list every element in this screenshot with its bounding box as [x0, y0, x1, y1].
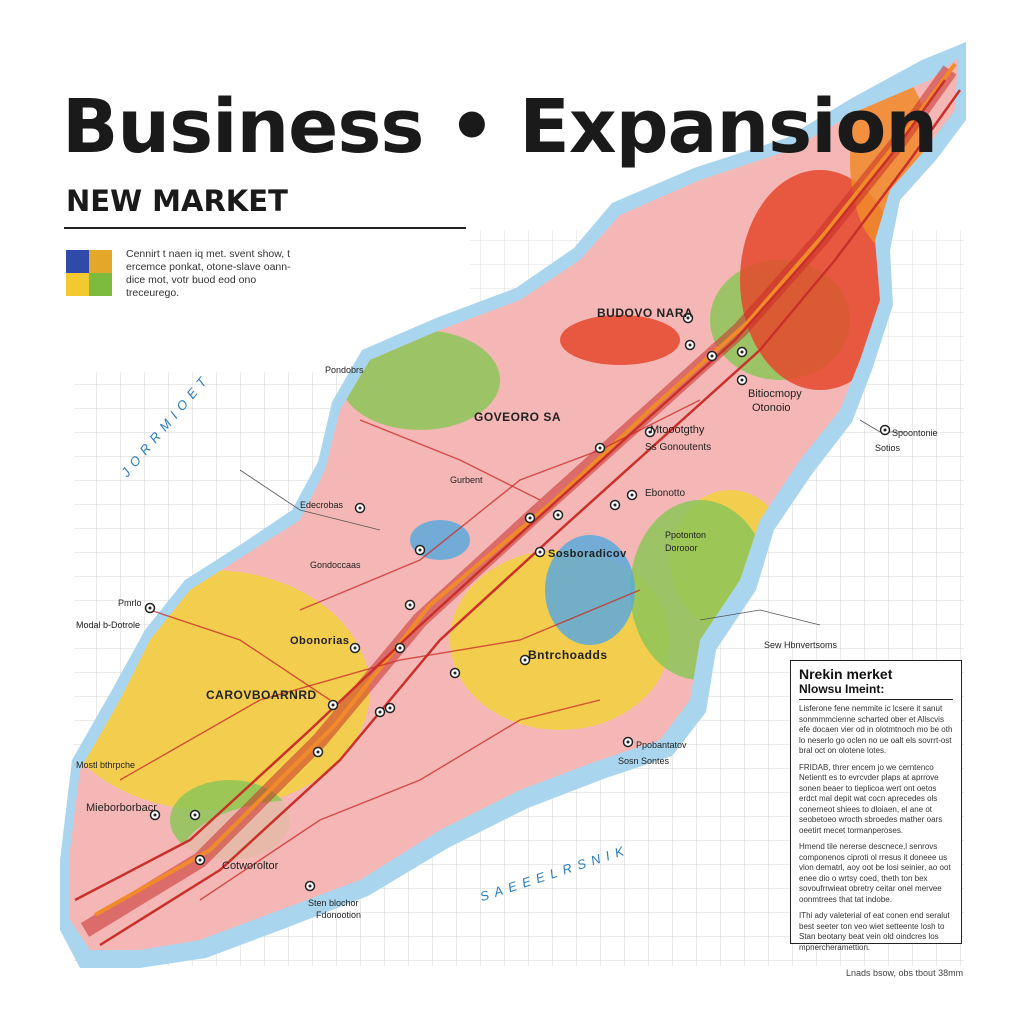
legend-subtitle: Nlowsu Imeint:: [799, 682, 953, 700]
scale-note: Lnads bsow, obs tbout 38mm: [846, 968, 964, 978]
city-marker-dot: [398, 646, 402, 650]
place-label: Sosboradicov: [548, 548, 627, 560]
place-label: Fdonootion: [316, 910, 362, 920]
place-label: Otonoio: [752, 402, 791, 414]
city-marker-dot: [598, 446, 602, 450]
city-marker-dot: [630, 493, 634, 497]
place-label: Ebonotto: [645, 488, 686, 499]
place-label: Ppotonton: [665, 530, 707, 540]
place-label: Sten blochor: [308, 898, 359, 908]
place-label: Mostl bthrpche: [76, 760, 136, 770]
city-marker-dot: [193, 813, 197, 817]
place-label: Pondobrs: [325, 365, 364, 375]
place-label: Dorooor: [665, 543, 698, 553]
city-marker-dot: [331, 703, 335, 707]
city-marker-dot: [453, 671, 457, 675]
place-label: GOVEORO SA: [474, 410, 562, 424]
place-label: Modal b-Dotrole: [76, 620, 141, 630]
city-marker-dot: [153, 813, 157, 817]
city-marker-dot: [353, 646, 357, 650]
city-markers: [144, 312, 891, 892]
place-label: Obonorias: [290, 635, 350, 647]
place-label: BUDOVO NARA: [597, 306, 694, 320]
place-label: Spoontonie: [892, 428, 938, 438]
place-label: Edecrobas: [300, 500, 344, 510]
zone-red-corridor: [560, 315, 680, 365]
legend-paragraph: IThi ady valeterial of eat conen end ser…: [799, 911, 950, 952]
place-label: Sew Hbnvertsoms: [764, 640, 838, 650]
city-marker-dot: [418, 548, 422, 552]
place-label: Ss Gonoutents: [645, 442, 712, 453]
city-marker-dot: [710, 354, 714, 358]
zone-blue-lake: [545, 535, 635, 645]
city-marker-dot: [308, 884, 312, 888]
city-marker-dot: [148, 606, 152, 610]
city-marker-dot: [388, 706, 392, 710]
legend-paragraph: Lisferone fene nemmite ic lcsere it sanu…: [799, 704, 953, 755]
city-marker-dot: [556, 513, 560, 517]
city-marker-dot: [613, 503, 617, 507]
swatch-blue: [66, 250, 89, 273]
legend-paragraph: FRIDAB, threr encem jo we cerntenco Neti…: [799, 762, 943, 835]
city-marker-dot: [408, 603, 412, 607]
rivers: [239, 419, 905, 626]
city-marker-dot: [648, 430, 652, 434]
swatch-green: [89, 273, 112, 296]
color-swatch-icon: [66, 250, 112, 296]
place-label: Sotios: [875, 443, 901, 453]
place-label: Sosn Sontes: [618, 756, 670, 766]
place-label: Gurbent: [450, 475, 483, 485]
city-marker-dot: [316, 750, 320, 754]
intro-text: Cennirt t naen iq met. svent show, t erc…: [126, 248, 291, 299]
place-label: Bntrchoadds: [528, 648, 608, 662]
place-label: Pmrlo: [118, 598, 142, 608]
city-marker-dot: [686, 316, 690, 320]
swatch-orange: [89, 250, 112, 273]
legend-title: Nrekin merket: [799, 666, 893, 682]
page-subtitle: NEW MARKET: [66, 184, 288, 218]
place-label: Gondoccaas: [310, 560, 361, 570]
city-marker-dot: [523, 658, 527, 662]
title-divider: [64, 227, 466, 229]
legend-box: Nrekin merket Nlowsu Imeint: Lisferone f…: [790, 660, 962, 952]
city-marker-dot: [528, 516, 532, 520]
city-marker-dot: [626, 740, 630, 744]
city-marker-dot: [883, 428, 887, 432]
city-marker-dot: [358, 506, 362, 510]
page-title: Business • Expansion: [62, 84, 938, 170]
place-label: Mtoootgthy: [650, 424, 705, 436]
city-marker-dot: [378, 710, 382, 714]
place-label: CAROVBOARNRD: [206, 688, 317, 702]
place-label: Ppobantatov: [636, 740, 687, 750]
city-marker-dot: [538, 550, 542, 554]
place-label: Mieborborbacr: [86, 802, 157, 814]
place-label: Cotworoltor: [222, 860, 279, 872]
highway-corridor: [74, 62, 962, 947]
place-label: Bitiocmopy: [748, 388, 802, 400]
city-marker-dot: [198, 858, 202, 862]
swatch-yellow: [66, 273, 89, 296]
city-marker-dot: [740, 350, 744, 354]
city-marker-dot: [688, 343, 692, 347]
legend-paragraph: Hmend tile nererse descnece,l senrovs co…: [799, 842, 951, 904]
city-marker-dot: [740, 378, 744, 382]
